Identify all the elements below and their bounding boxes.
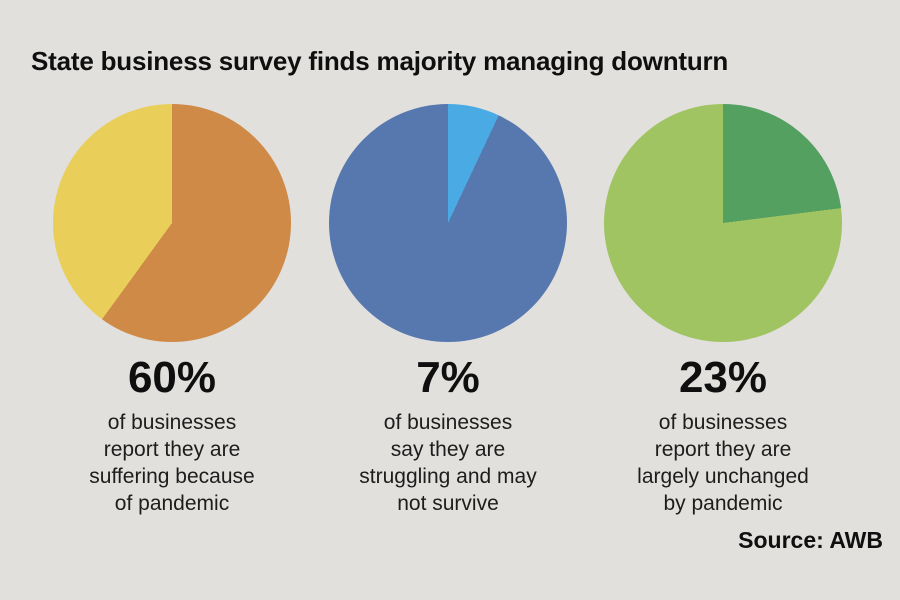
pie-group-struggling: 7% of businesses say they are struggling… [308,104,588,517]
pie-group-unchanged: 23% of businesses report they are largel… [583,104,863,517]
percent-label: 23% [678,353,768,402]
pie-description: of businesses report they are largely un… [637,411,809,516]
pie-group-suffering: 60% of businesses report they are suffer… [32,104,312,517]
percent-label: 7% [416,353,480,402]
pie-chart-struggling [329,104,567,342]
source-label: Source: AWB [738,527,883,553]
page-title: State business survey finds majority man… [31,46,729,76]
pie-description: of businesses say they are struggling an… [359,411,537,516]
pie-chart-unchanged [604,104,842,342]
percent-label: 60% [127,353,217,402]
pie-chart-suffering [53,104,291,342]
pie-description: of businesses report they are suffering … [89,411,255,516]
